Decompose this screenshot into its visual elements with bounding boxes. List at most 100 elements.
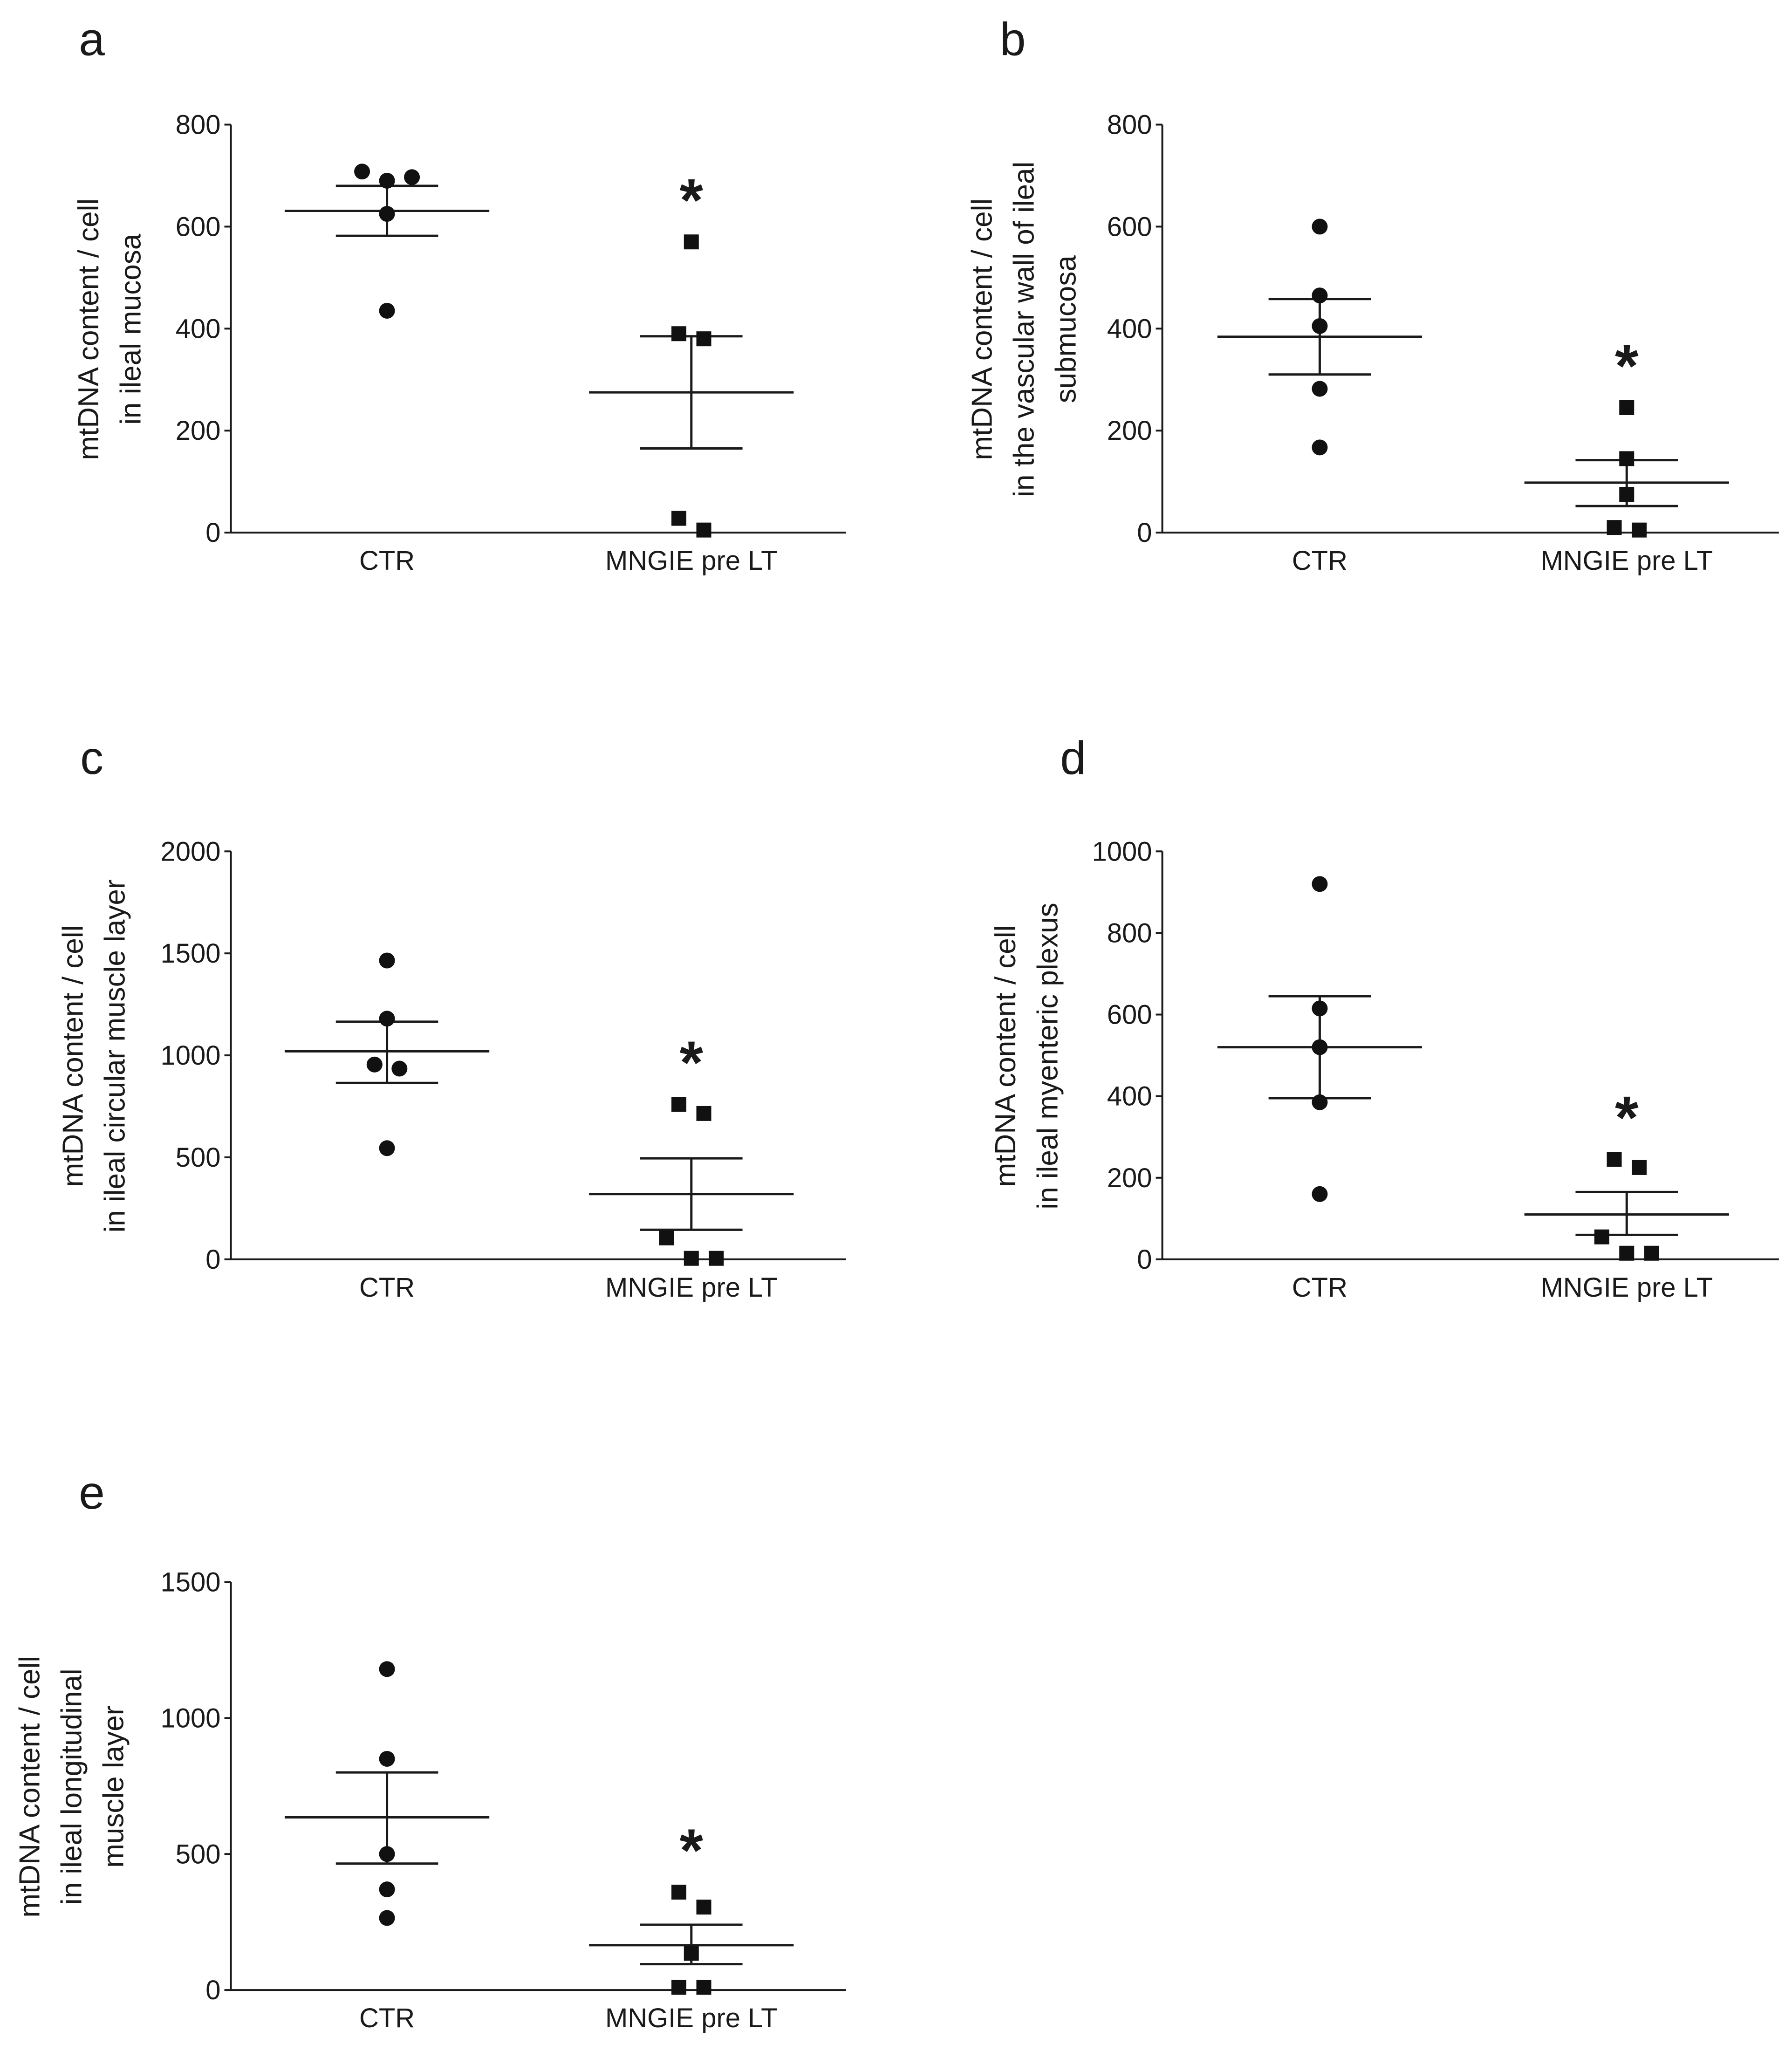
data-point (379, 206, 395, 222)
data-point (1631, 1160, 1647, 1175)
data-point (379, 1011, 395, 1027)
y-tick-label: 0 (1137, 1244, 1152, 1275)
group-0 (284, 164, 490, 319)
y-axis-title: in ileal mucosa (115, 233, 147, 425)
group-1: * (1524, 332, 1729, 538)
data-point (379, 1881, 395, 1898)
y-tick-label: 1500 (161, 1567, 221, 1598)
data-point (1619, 487, 1635, 502)
data-point (1312, 1000, 1328, 1017)
y-tick-label: 1000 (161, 1703, 221, 1733)
y-axis-title: submucosa (1050, 255, 1082, 403)
data-point (379, 1140, 395, 1156)
data-point (404, 169, 420, 185)
y-tick-label: 400 (176, 314, 221, 344)
data-point (671, 1884, 687, 1900)
significance-star: * (679, 1816, 703, 1884)
y-tick-label: 0 (205, 1244, 220, 1275)
y-tick-label: 400 (1107, 314, 1152, 344)
y-axis-title: mtDNA content / cell (57, 925, 89, 1187)
x-category-label: CTR (1292, 546, 1347, 576)
data-point (659, 1230, 674, 1245)
y-axis-title: mtDNA content / cell (990, 925, 1022, 1187)
data-point (684, 1946, 699, 1961)
data-point (1607, 520, 1622, 535)
data-point (709, 1251, 724, 1266)
x-category-label: MNGIE pre LT (605, 2003, 778, 2033)
x-category-label: CTR (359, 546, 415, 576)
data-point (1644, 1245, 1659, 1261)
panel-letter: b (1000, 13, 1026, 65)
data-point (379, 1750, 395, 1767)
data-point (366, 1056, 383, 1073)
y-tick-label: 500 (176, 1142, 221, 1173)
group-1: * (589, 166, 794, 538)
data-point (1312, 1186, 1328, 1202)
panel-letter: e (79, 1467, 105, 1519)
y-tick-label: 500 (176, 1839, 221, 1869)
group-0 (284, 1661, 490, 1926)
panel-letter: a (79, 13, 105, 65)
data-point (671, 511, 687, 526)
data-point (1607, 1152, 1622, 1167)
data-point (1631, 522, 1647, 538)
x-category-label: MNGIE pre LT (605, 546, 778, 576)
data-point (696, 1900, 711, 1915)
data-point (1312, 318, 1328, 334)
data-point (1312, 1039, 1328, 1055)
data-point (696, 522, 711, 538)
significance-star: * (679, 1028, 703, 1096)
y-tick-label: 400 (1107, 1081, 1152, 1112)
significance-star: * (679, 166, 703, 234)
y-tick-label: 1000 (161, 1040, 221, 1071)
data-point (671, 1097, 687, 1112)
x-category-label: CTR (1292, 1272, 1347, 1303)
panel-letter: c (80, 732, 103, 784)
data-point (379, 1661, 395, 1677)
data-point (684, 1251, 699, 1266)
data-point (379, 172, 395, 189)
y-tick-label: 200 (176, 416, 221, 446)
y-tick-label: 600 (1107, 1000, 1152, 1030)
data-point (1312, 439, 1328, 456)
group-1: * (589, 1028, 794, 1266)
y-tick-label: 200 (1107, 416, 1152, 446)
x-category-label: MNGIE pre LT (1540, 546, 1713, 576)
significance-star: * (1615, 1083, 1639, 1151)
y-tick-label: 0 (1137, 518, 1152, 548)
data-point (379, 1846, 395, 1862)
data-point (696, 1106, 711, 1121)
data-point (1619, 451, 1635, 466)
data-point (391, 1060, 408, 1077)
group-0 (1217, 219, 1423, 456)
data-point (1312, 1094, 1328, 1110)
group-1: * (1524, 1083, 1729, 1261)
y-tick-label: 2000 (161, 836, 221, 867)
data-point (379, 1910, 395, 1926)
data-point (1312, 381, 1328, 397)
data-point (684, 234, 699, 250)
y-tick-label: 600 (176, 212, 221, 242)
y-axis-title: in ileal circular muscle layer (99, 879, 131, 1232)
y-tick-label: 200 (1107, 1163, 1152, 1193)
x-category-label: MNGIE pre LT (605, 1272, 778, 1303)
y-tick-label: 600 (1107, 212, 1152, 242)
data-point (671, 1980, 687, 1995)
data-point (1312, 876, 1328, 892)
y-axis-title: muscle layer (98, 1706, 130, 1868)
data-point (1594, 1229, 1609, 1244)
data-point (671, 326, 687, 342)
panel-a: a 0 200 400 600 800 CTR MNGIE pre LT mtDNA conte… (73, 13, 847, 576)
group-1: * (589, 1816, 794, 1995)
panel-c: c 0 500 1000 1500 2000 CTR MNGIE pre LT mtDNA co… (57, 732, 847, 1303)
data-point (379, 302, 395, 319)
data-point (696, 1980, 711, 1995)
y-axis-title: mtDNA content / cell (14, 1656, 46, 1918)
panel-d: d 0 200 400 600 800 1000 CTR MNGIE pre LT mtDNA c… (990, 732, 1779, 1303)
y-axis-title: mtDNA content / cell (73, 198, 105, 460)
data-point (1619, 400, 1635, 415)
data-point (354, 164, 370, 180)
significance-star: * (1615, 332, 1639, 400)
data-point (379, 952, 395, 969)
